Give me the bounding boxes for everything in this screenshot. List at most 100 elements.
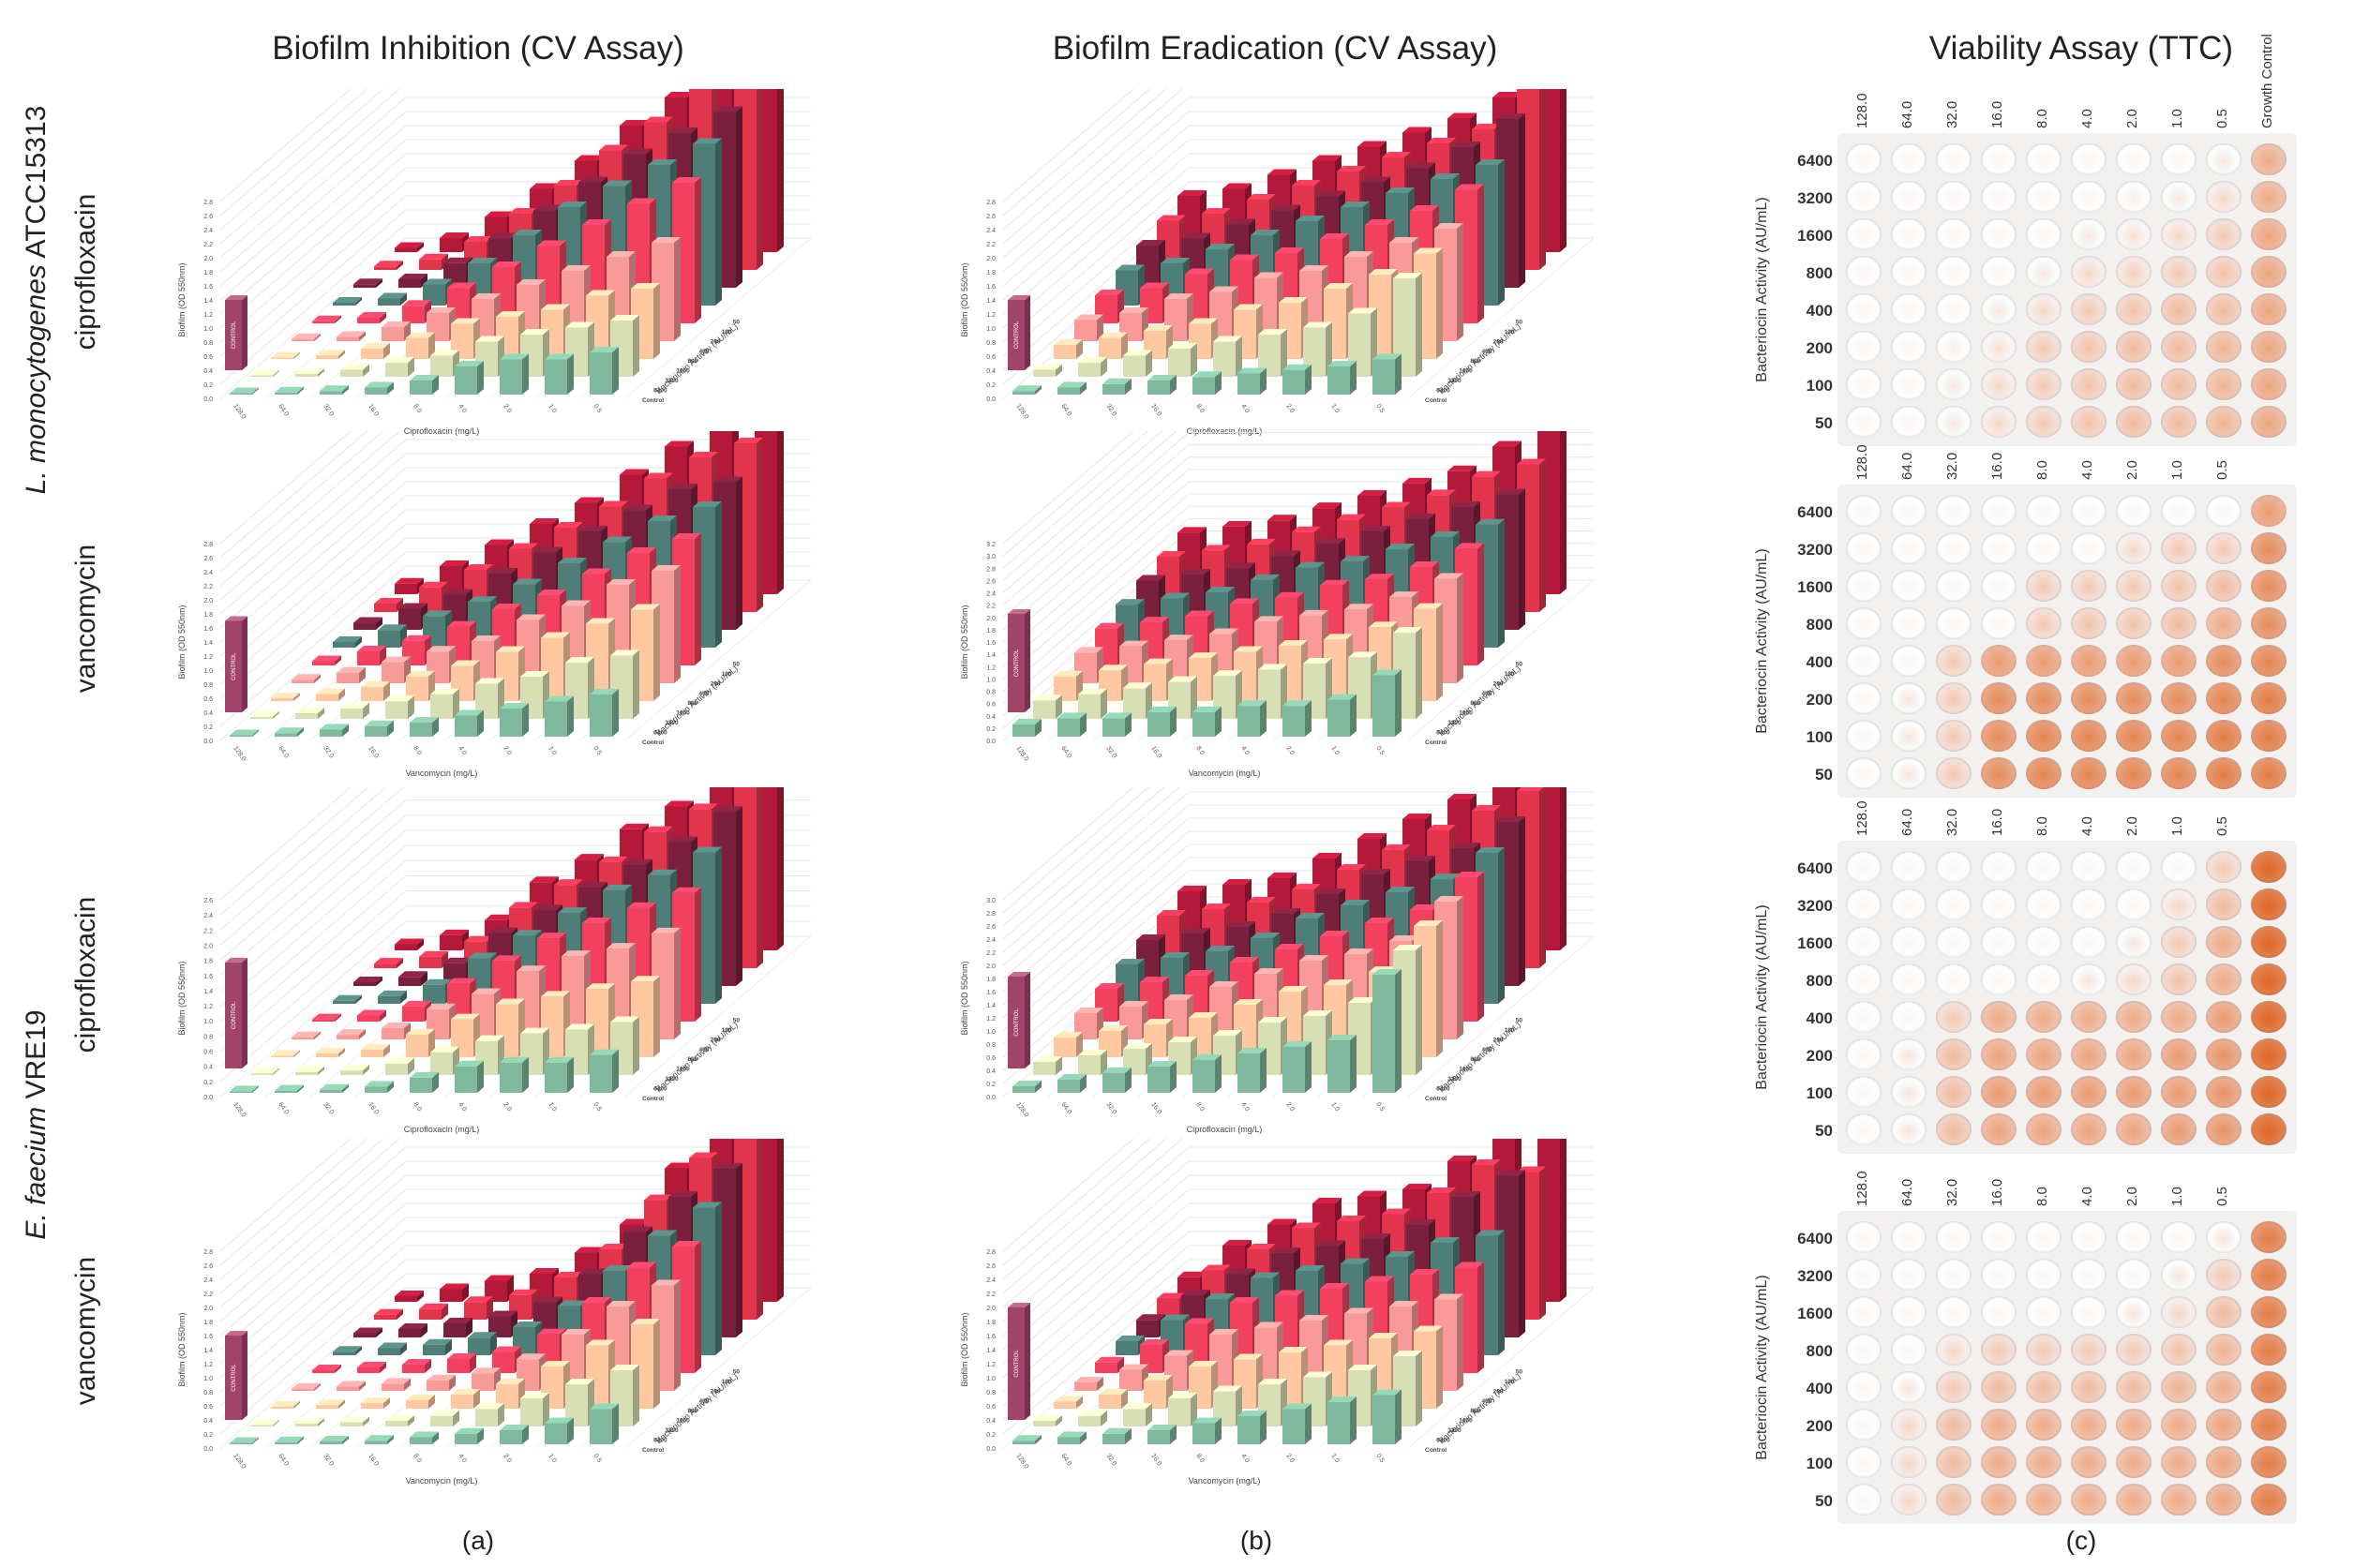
bar-top — [312, 1013, 341, 1020]
antibiotic-label-row3: ciprofloxacin — [70, 896, 101, 1053]
bar — [468, 1332, 497, 1355]
x-tick-label: 64.0 — [1059, 403, 1072, 417]
bar-side — [757, 89, 763, 270]
bar-front — [353, 1333, 376, 1337]
gridline-side — [1002, 1259, 1190, 1421]
bar-front — [500, 1430, 522, 1444]
plate-col-label: 0.5 — [2214, 460, 2230, 480]
series-6400 — [1033, 273, 1422, 377]
bar-top — [275, 1084, 304, 1091]
plate-well — [1891, 1076, 1927, 1108]
bar-top — [1136, 240, 1165, 246]
bar — [312, 655, 341, 665]
gridline-side — [1002, 1174, 1190, 1337]
bar-side — [1080, 712, 1087, 737]
bar — [447, 1353, 476, 1373]
bar-side — [1215, 371, 1222, 395]
bar-side — [408, 695, 414, 719]
bar-front — [295, 1071, 318, 1075]
bar-top — [443, 1318, 472, 1323]
bar-top — [668, 1191, 697, 1197]
gridline-side — [1002, 89, 1183, 245]
plate-col-label: 8.0 — [2034, 460, 2050, 480]
bar-top — [1074, 1008, 1103, 1013]
gridline-side — [219, 481, 407, 643]
bar-side — [477, 361, 484, 395]
bar-top — [565, 321, 594, 328]
gridline-side — [1002, 791, 1190, 953]
bar-top — [603, 536, 632, 543]
bar-front — [1054, 1401, 1076, 1409]
gridline-side — [1002, 787, 1149, 914]
bar-top — [1161, 1314, 1190, 1321]
bar-top — [1254, 616, 1283, 622]
bar-top — [517, 965, 546, 972]
gridline-side — [219, 495, 407, 657]
plate-well — [2251, 181, 2287, 213]
bar — [353, 976, 382, 986]
bar-top — [385, 695, 414, 702]
bar-top — [1472, 1159, 1501, 1165]
bar-front — [337, 672, 359, 683]
bar-front — [1057, 1437, 1080, 1444]
depth-tick-label: 400 — [699, 349, 710, 355]
bar-front — [333, 642, 355, 648]
bar — [590, 347, 619, 395]
bar-top — [378, 990, 407, 996]
bar-front — [455, 1066, 477, 1093]
gridline-side — [219, 453, 407, 615]
bar — [1237, 700, 1267, 737]
bar — [361, 1397, 390, 1409]
bar-top — [1447, 794, 1477, 799]
bar-front — [292, 338, 314, 341]
plate-well — [2026, 1334, 2062, 1366]
control-bar-label: CONTROL — [232, 652, 237, 680]
bar-top — [1320, 931, 1349, 936]
bar-top — [575, 1247, 604, 1253]
plate-row-label: 800 — [1806, 264, 1833, 282]
bar-top — [578, 1268, 607, 1275]
plate-well — [1936, 1334, 1972, 1366]
bar — [1099, 332, 1128, 359]
plate-well — [2116, 1259, 2152, 1291]
bar — [455, 1427, 484, 1444]
y-tick-label: 0.0 — [203, 396, 213, 403]
bar-top — [1164, 1350, 1193, 1356]
gridline-side — [1002, 787, 1165, 927]
plate-well — [2116, 143, 2152, 175]
plate-well — [1936, 331, 1972, 363]
y-tick-label: 2.8 — [986, 911, 996, 918]
bar — [357, 312, 386, 323]
bar-top — [1455, 872, 1484, 877]
bar-top — [250, 710, 279, 717]
gridline-side — [219, 431, 384, 573]
plate-row-label: 800 — [1806, 1342, 1833, 1360]
plate-well — [1981, 495, 2017, 527]
bar — [1192, 1054, 1222, 1093]
bar-front — [292, 1388, 314, 1391]
plate-well — [2116, 495, 2152, 527]
x-tick-label: 64.0 — [277, 745, 290, 759]
bar-top — [500, 1056, 529, 1063]
plate-well — [1846, 181, 1882, 213]
bar-front — [365, 725, 387, 737]
y-tick-label: 0.4 — [203, 368, 213, 375]
y-tick-label: 0.8 — [203, 682, 213, 689]
control-bar-label: CONTROL — [1014, 321, 1020, 349]
x-tick-label: 64.0 — [277, 1453, 290, 1467]
bar-top — [1414, 247, 1443, 254]
bar-side — [1076, 1032, 1083, 1057]
depth-tick-label: 800 — [1470, 1056, 1480, 1063]
bar-top — [1496, 1170, 1525, 1176]
bar — [1147, 375, 1177, 395]
gridline-side — [219, 111, 407, 273]
bar-top — [631, 604, 660, 610]
plate-row-label: 100 — [1806, 728, 1833, 746]
bar — [1119, 1364, 1148, 1391]
bar-top — [610, 315, 639, 321]
bar-front — [385, 1063, 408, 1075]
plate-well — [2071, 218, 2107, 250]
bar-front — [250, 716, 273, 719]
bar-top — [1472, 124, 1501, 129]
plate-well — [2026, 720, 2062, 752]
